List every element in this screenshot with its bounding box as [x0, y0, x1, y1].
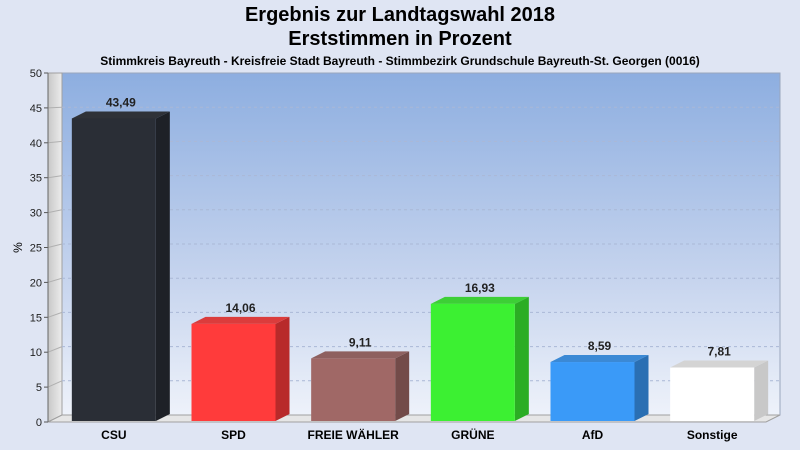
data-label: 7,81 — [707, 344, 731, 358]
data-label: 16,93 — [465, 281, 495, 295]
gridline-side — [47, 209, 63, 214]
bar-side — [395, 351, 410, 421]
x-tick-label: GRÜNE — [451, 427, 494, 442]
x-tick-label: FREIE WÄHLER — [307, 427, 399, 442]
bar-freie-wähler: 9,11 — [311, 335, 410, 421]
gridline-side — [47, 175, 63, 179]
bar-top — [191, 316, 290, 324]
data-label: 43,49 — [106, 95, 136, 109]
gridline-side — [47, 380, 63, 388]
bar-csu: 43,49 — [71, 95, 170, 422]
x-tick-label: Sonstige — [687, 428, 738, 442]
bar-front — [71, 118, 156, 422]
bar-afd: 8,59 — [550, 339, 649, 421]
bar-top — [311, 351, 410, 359]
data-label: 14,06 — [225, 301, 255, 315]
y-tick-label: 5 — [36, 382, 42, 394]
chart-title-line2: Erststimmen in Prozent — [288, 28, 512, 50]
bar-top — [430, 296, 529, 304]
y-tick-label: 15 — [30, 312, 42, 324]
plot-back-wall — [61, 72, 781, 416]
bar-top — [71, 111, 170, 119]
y-tick-label: 50 — [30, 68, 42, 80]
y-tick-label: 45 — [30, 103, 42, 115]
x-tick-label: SPD — [221, 428, 246, 442]
y-axis-label: % — [11, 242, 25, 253]
gridline-side — [47, 243, 63, 248]
bar-front — [670, 367, 755, 421]
x-tick-label: AfD — [582, 428, 604, 442]
bar-front — [430, 303, 515, 421]
bar-front — [311, 358, 396, 421]
bar-side — [275, 316, 290, 421]
bar-side — [754, 360, 769, 421]
bar-spd: 14,06 — [191, 301, 290, 421]
y-tick-label: 25 — [30, 243, 42, 255]
bar-side — [634, 355, 649, 421]
gridline-side — [47, 346, 63, 353]
y-tick-label: 30 — [30, 208, 42, 220]
y-tick-label: 0 — [36, 417, 42, 429]
bar-side — [155, 111, 170, 422]
data-label: 8,59 — [588, 339, 612, 353]
y-tick-label: 10 — [30, 347, 42, 359]
bar-front — [550, 362, 635, 421]
chart-subtitle: Stimmkreis Bayreuth - Kreisfreie Stadt B… — [100, 54, 700, 68]
bar-front — [191, 323, 276, 421]
chart-title-line1: Ergebnis zur Landtagswahl 2018 — [244, 4, 556, 26]
data-label: 9,11 — [349, 335, 372, 349]
gridline-side — [47, 311, 63, 318]
bar-sonstige: 7,81 — [670, 344, 769, 421]
bar-top — [670, 360, 769, 368]
gridline-side — [47, 277, 63, 283]
x-tick-label: CSU — [101, 428, 126, 442]
bar-grüne: 16,93 — [430, 281, 529, 421]
gridline-side — [47, 140, 63, 144]
bar-top — [550, 355, 649, 363]
y-tick-label: 35 — [30, 173, 42, 185]
y-tick-label: 20 — [30, 277, 42, 289]
bar-side — [514, 296, 529, 421]
gridline-side — [47, 106, 63, 109]
plot-left-wall — [47, 72, 63, 423]
y-tick-label: 40 — [30, 138, 42, 150]
